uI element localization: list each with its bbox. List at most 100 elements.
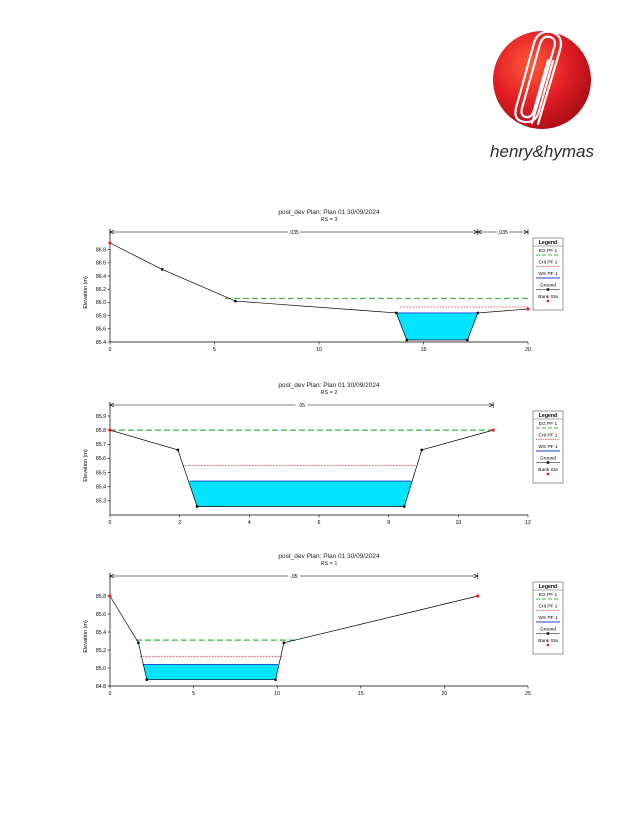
ground-point [137, 641, 140, 644]
y-axis-label: Elevation (m) [83, 620, 89, 653]
bank-station-point [108, 241, 112, 245]
chart-title: post_dev Plan: Plan 01 30/09/2024 [278, 209, 380, 216]
ground-point [466, 338, 469, 342]
water-area [188, 481, 413, 507]
roughness-label-bg [287, 573, 300, 579]
y-tick-label: 85.6 [96, 612, 106, 618]
ground-point [282, 641, 286, 644]
roughness-arrow-right [473, 573, 479, 579]
bank-station-point [526, 307, 530, 311]
x-tick-label: 6 [318, 520, 321, 526]
ground-point [161, 268, 164, 271]
legend-item-label: EG PF 1 [539, 248, 558, 254]
water-area [143, 664, 279, 680]
roughness-label-bg [295, 402, 308, 408]
x-tick-label: 0 [109, 347, 112, 353]
y-tick-label: 85.6 [96, 327, 106, 333]
x-tick-label: 20 [442, 691, 448, 697]
legend-item-label: Ground [540, 283, 556, 289]
legend-symbol-bank [546, 643, 550, 647]
legend-box [532, 581, 564, 655]
y-tick-label: 85.4 [96, 485, 106, 491]
bank-station-point [491, 428, 495, 432]
x-tick-label: 10 [316, 347, 322, 353]
bank-station-point [108, 428, 112, 432]
legend-title: Legend [539, 413, 557, 419]
x-tick-label: 8 [387, 520, 390, 526]
water-area [396, 312, 478, 341]
roughness-arrow-right [489, 402, 494, 408]
bank-station-point [108, 594, 112, 598]
legend-item-label: Crit PF 1 [539, 433, 558, 439]
y-tick-label: 86.0 [96, 300, 106, 306]
legend-title: Legend [539, 240, 557, 246]
ground-point [274, 678, 277, 681]
x-tick-label: 25 [525, 691, 531, 697]
henry-hymas-logo: henry&hymas [490, 30, 594, 161]
legend-symbol-ground-point [546, 632, 550, 635]
chart-subtitle: RS = 1 [321, 561, 338, 567]
x-tick-label: 15 [358, 691, 364, 697]
legend-item-label: Crit PF 1 [539, 604, 558, 610]
legend-symbol-bank [546, 472, 550, 476]
roughness-label: .035 [498, 230, 508, 236]
chart-title: post_dev Plan: Plan 01 30/09/2024 [278, 553, 380, 560]
y-tick-label: 85.4 [96, 340, 106, 346]
y-tick-label: 85.0 [96, 666, 106, 672]
roughness-label-bg [496, 229, 509, 235]
ground-point [234, 299, 237, 303]
legend-item-label: Crit PF 1 [539, 260, 558, 266]
x-tick-label: 4 [248, 520, 251, 526]
x-tick-label: 15 [421, 347, 427, 353]
legend-item-label: Bank Sta [538, 638, 558, 644]
legend-symbol-bank [546, 299, 550, 303]
y-tick-label: 85.6 [96, 456, 106, 462]
y-tick-label: 85.2 [96, 648, 106, 654]
y-tick-label: 85.3 [96, 499, 106, 505]
legend-symbol-ground-point [546, 288, 550, 291]
legend-symbol-ground-point [546, 461, 550, 464]
legend-item-label: EG PF 1 [539, 421, 558, 427]
x-tick-label: 2 [178, 520, 181, 526]
ground-line [109, 242, 529, 341]
legend-item-label: WS PF 1 [538, 444, 558, 450]
y-tick-label: 85.7 [96, 442, 106, 448]
ground-point [395, 311, 398, 315]
x-tick-label: 0 [109, 691, 112, 697]
legend-item-label: Bank Sta [538, 467, 558, 473]
x-tick-label: 10 [274, 691, 280, 697]
x-tick-label: 5 [192, 691, 195, 697]
y-tick-label: 86.8 [96, 247, 106, 253]
legend-item-label: Bank Sta [538, 294, 558, 300]
logo-paperclip-icon [514, 30, 563, 126]
y-tick-label: 86.4 [96, 274, 106, 280]
ground-point [145, 678, 148, 681]
legend-item-label: WS PF 1 [538, 615, 558, 621]
legend-item-label: EG PF 1 [539, 592, 558, 598]
chart-subtitle: RS = 2 [321, 390, 338, 396]
ground-point [403, 505, 406, 508]
roughness-label-bg [287, 229, 300, 235]
x-tick-label: 10 [455, 520, 461, 526]
roughness-label: .05 [298, 403, 305, 409]
ground-line [109, 595, 478, 681]
x-tick-label: 12 [525, 520, 531, 526]
logo-wordmark: henry&hymas [490, 142, 594, 161]
y-tick-label: 86.6 [96, 261, 106, 267]
legend-item-label: WS PF 1 [538, 271, 558, 277]
bank-station-point [476, 594, 480, 598]
y-tick-label: 84.8 [96, 684, 106, 690]
roughness-arrow-left [477, 229, 482, 235]
ground-line [109, 429, 494, 507]
legend-title: Legend [539, 584, 557, 590]
legend-box [532, 237, 564, 311]
y-axis-label: Elevation (m) [83, 449, 89, 482]
y-tick-label: 85.4 [96, 630, 106, 636]
y-tick-label: 85.8 [96, 313, 106, 319]
ground-point [405, 338, 408, 342]
chart-subtitle: RS = 3 [321, 217, 338, 223]
ground-point [420, 448, 423, 452]
ground-point [195, 505, 199, 508]
